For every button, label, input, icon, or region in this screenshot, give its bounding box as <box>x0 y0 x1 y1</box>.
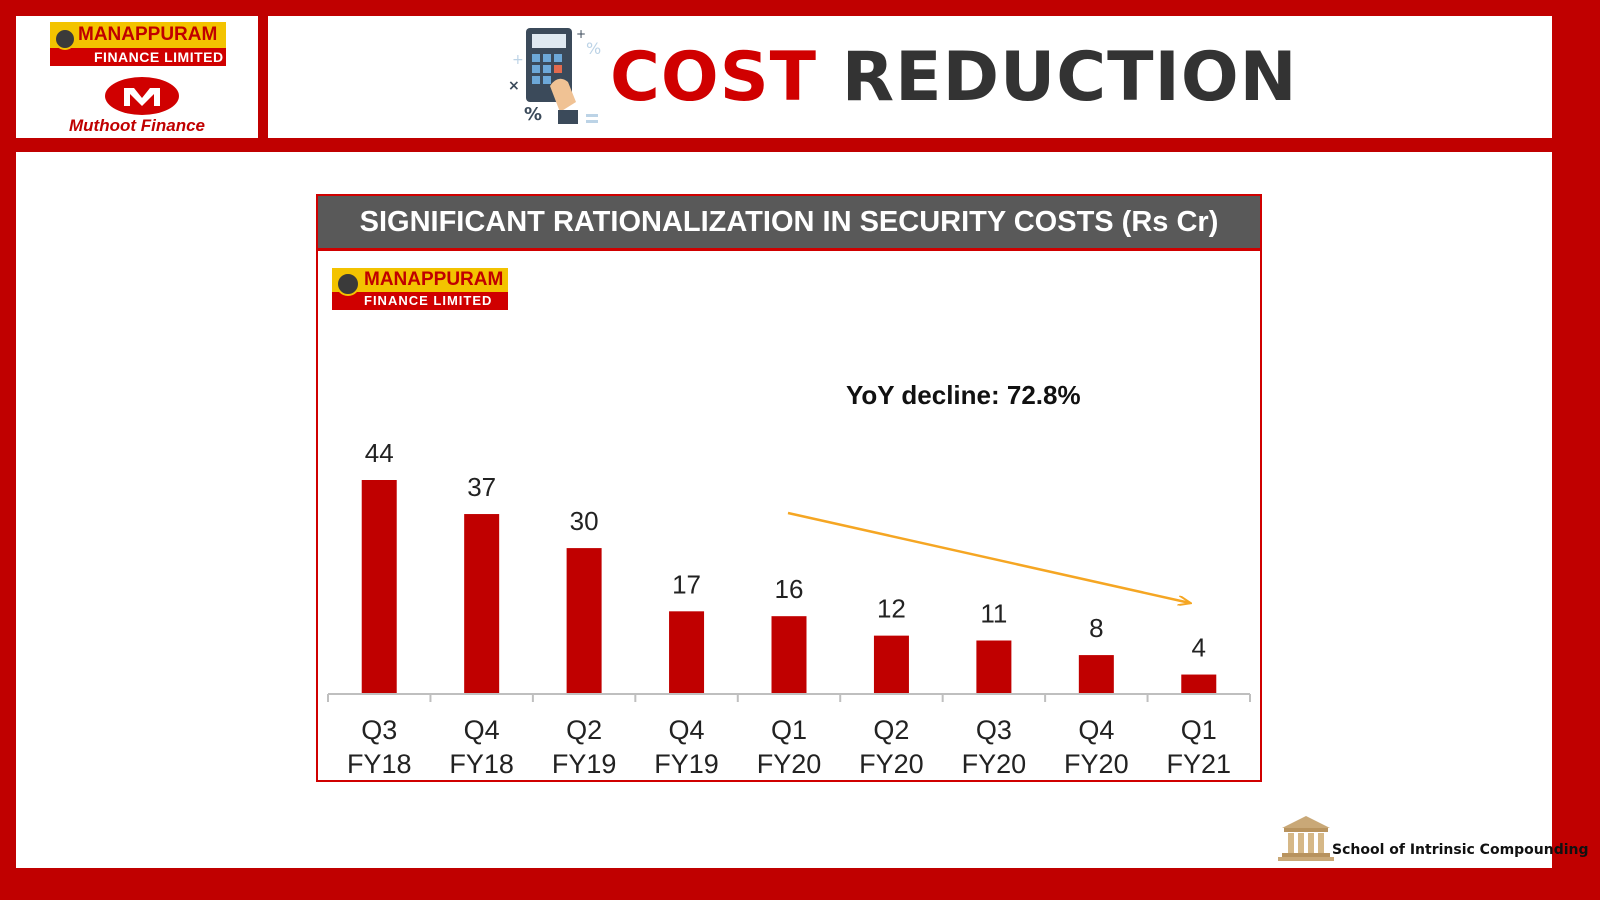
calculator-icon: × + % % + <box>508 27 601 125</box>
manappuram-chart-logo-subtitle: FINANCE LIMITED <box>332 292 508 310</box>
x-tick-label: FY20 <box>962 749 1027 779</box>
bar-value-label: 37 <box>467 472 496 502</box>
manappuram-chart-logo-name: MANAPPURAM <box>332 268 508 292</box>
muthoot-logo-name: Muthoot Finance <box>69 116 205 135</box>
x-tick-label: Q4 <box>669 715 705 745</box>
x-tick-label: Q4 <box>464 715 500 745</box>
x-tick-label: Q2 <box>873 715 909 745</box>
school-name: School of Intrinsic Compounding <box>1332 842 1589 858</box>
x-tick-label: FY18 <box>347 749 412 779</box>
bar-value-label: 4 <box>1192 633 1206 663</box>
main-panel: YoY decline: 72.8% 44 37 30 17 16 12 11 8 4 Q3 FY… <box>16 152 1589 868</box>
bar-value-label: 8 <box>1089 613 1103 643</box>
yoy-decline-annotation: YoY decline: 72.8% <box>846 380 1081 410</box>
x-tick-label: FY19 <box>552 749 617 779</box>
bar <box>771 616 807 694</box>
x-tick-label: FY20 <box>859 749 924 779</box>
x-tick-label: Q3 <box>361 715 397 745</box>
manappuram-logo-name: MANAPPURAM <box>50 22 226 48</box>
bar <box>1181 674 1217 694</box>
svg-text:%: % <box>586 39 601 58</box>
svg-text:+: + <box>576 27 586 41</box>
x-tick-label: Q1 <box>1181 715 1217 745</box>
bar <box>464 514 500 694</box>
x-axis <box>327 693 1251 702</box>
page-title-accent: COST <box>610 38 818 117</box>
chart-card: YoY decline: 72.8% 44 37 30 17 16 12 11 8 4 Q3 FY… <box>316 194 1262 782</box>
page-title: COST REDUCTION <box>610 38 1298 118</box>
x-tick-labels: Q3 FY18 Q4 FY18 Q2 FY19 Q4 FY19 Q1 FY20 Q2 FY20 Q3 FY… <box>347 715 1231 779</box>
svg-text:%: % <box>524 104 542 125</box>
manappuram-logo: MANAPPURAM FINANCE LIMITED <box>50 22 226 66</box>
x-tick-label: Q4 <box>1078 715 1114 745</box>
bar-value-label: 12 <box>877 594 906 624</box>
bar <box>976 640 1012 694</box>
x-tick-label: FY20 <box>1064 749 1129 779</box>
bar-chart: YoY decline: 72.8% 44 37 30 17 16 12 11 8 4 Q3 FY… <box>327 380 1251 779</box>
bar <box>361 480 397 694</box>
logo-panel: MANAPPURAM FINANCE LIMITED Muthoot Finan… <box>16 16 258 138</box>
bar-value-label: 16 <box>775 574 804 604</box>
x-tick-label: FY21 <box>1167 749 1232 779</box>
title-panel: × + % % + COST REDUCTION <box>268 16 1552 138</box>
bar-value-label: 17 <box>672 569 701 599</box>
chart-title: SIGNIFICANT RATIONALIZATION IN SECURITY … <box>318 196 1260 251</box>
manappuram-chart-emblem-icon <box>336 272 360 296</box>
x-tick-label: Q3 <box>976 715 1012 745</box>
bar <box>873 635 909 694</box>
muthoot-logo-icon <box>105 77 179 115</box>
bar <box>669 611 705 694</box>
bar-value-label: 30 <box>570 506 599 536</box>
bar-value-label: 44 <box>365 438 394 468</box>
svg-text:+: + <box>512 52 524 68</box>
trend-arrow <box>787 511 1190 603</box>
manappuram-logo-subtitle: FINANCE LIMITED <box>50 48 226 66</box>
svg-text:×: × <box>508 78 520 94</box>
bar <box>1078 655 1114 694</box>
bar-value-label: 11 <box>980 599 1007 629</box>
x-tick-label: FY20 <box>757 749 822 779</box>
school-building-icon <box>1278 816 1334 861</box>
x-tick-label: FY19 <box>654 749 719 779</box>
x-tick-label: Q2 <box>566 715 602 745</box>
x-tick-label: FY18 <box>449 749 514 779</box>
page-title-rest: REDUCTION <box>841 38 1298 117</box>
manappuram-chart-logo: MANAPPURAM FINANCE LIMITED <box>332 268 508 310</box>
x-tick-label: Q1 <box>771 715 807 745</box>
bars-group: 44 37 30 17 16 12 11 8 4 <box>361 438 1217 694</box>
bar <box>566 548 602 694</box>
manappuram-emblem-icon <box>54 28 76 50</box>
